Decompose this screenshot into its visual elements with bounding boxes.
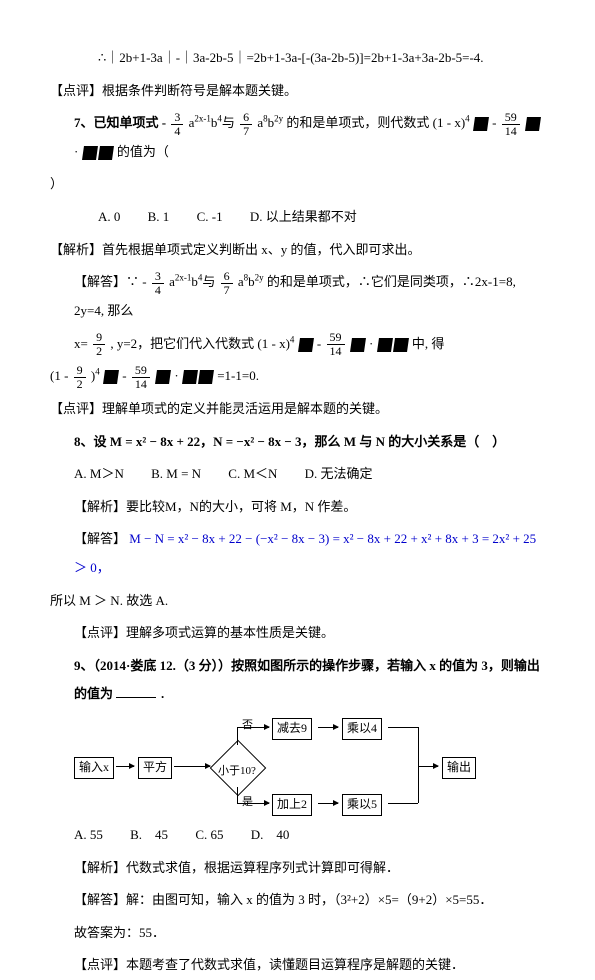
analysis-8: 【解析】要比较M，N的大小，可将 M，N 作差。: [50, 493, 545, 522]
line: [237, 787, 238, 803]
flow-square: 平方: [138, 757, 172, 779]
question-7: 7、已知单项式 - 34 a2x-1b4与 67 a8b2y 的和是单项式，则代…: [50, 109, 545, 166]
arrow: [257, 803, 269, 804]
opt-9a[interactable]: A. 55: [74, 827, 103, 842]
mf3: - 5914: [122, 368, 152, 383]
opt-9c[interactable]: C. 65: [195, 827, 223, 842]
options-8: A. M＞N B. M = N C. M＜N D. 无法确定: [50, 460, 545, 489]
answer-9: 故答案为：55．: [50, 919, 545, 948]
solve-8: 【解答】 M − N = x² − 8x + 22 − (−x² − 8x − …: [50, 525, 545, 582]
opt-7b[interactable]: B. 1: [148, 209, 170, 224]
blot-icon: [155, 370, 171, 384]
options-9: A. 55 B. 45 C. 65 D. 40: [50, 821, 545, 850]
arrow: [318, 727, 338, 728]
frac-6-7b: 67: [221, 270, 233, 297]
line: [418, 727, 419, 803]
solve-8b: 所以 M ＞ N. 故选 A.: [50, 587, 545, 616]
solve-7-line1: 【解答】∵ - 34 a2x-1b4与 67 a8b2y 的和是单项式，∴它们是…: [50, 268, 545, 325]
mf2: - 5914: [317, 336, 347, 351]
opt-9d[interactable]: D. 40: [251, 827, 290, 842]
blot-icon: [298, 338, 314, 352]
frac-3-4: 34: [171, 111, 183, 138]
l12a: 【解答】: [74, 531, 126, 546]
q8-text: 8、设 M = x² − 8x + 22，N = −x² − 8x − 3，那么…: [74, 434, 505, 449]
minus-frac: - 5914: [492, 115, 522, 130]
comment-1: 【点评】根据条件判断符号是解本题关键。: [50, 77, 545, 106]
q7-prefix: 7、已知单项式 -: [74, 115, 169, 130]
analysis-9: 【解析】代数式求值，根据运算程序列式计算即可得解．: [50, 854, 545, 883]
opt-8a[interactable]: A. M＞N: [74, 466, 124, 481]
arrow: [318, 803, 338, 804]
l7a: x=: [74, 336, 88, 351]
q9b: ．: [160, 686, 173, 701]
l8a: (1 -: [50, 368, 72, 383]
blot-icon: [182, 370, 198, 384]
comment-7: 【点评】理解单项式的定义并能灵活运用是解本题的关键。: [50, 395, 545, 424]
flow-add2: 加上2: [272, 794, 312, 816]
analysis-7: 【解析】首先根据单项式定义判断出 x、y 的值，代入即可求出。: [50, 236, 545, 265]
blot-icon: [377, 338, 393, 352]
blot-icon: [82, 146, 98, 160]
q7-paren: ）: [50, 170, 545, 199]
flow-input: 输入x: [74, 757, 114, 779]
q9a: 9、（2014·娄底 12.（3 分））按照如图所示的操作步骤，若输入 x 的值…: [74, 658, 540, 702]
flow-m4: 乘以4: [342, 718, 382, 740]
flow-m5: 乘以5: [342, 794, 382, 816]
flow-output: 输出: [442, 757, 476, 779]
q7-mid: 的和是单项式，则代数式 (1 - x): [286, 115, 465, 130]
blot-icon: [98, 146, 114, 160]
solve-7-line3: (1 - 92 )4 - 5914 · =1-1=0.: [50, 362, 545, 391]
term-b2: a8b2y: [238, 274, 264, 289]
l13: 所以 M ＞ N. 故选 A.: [50, 593, 168, 608]
opt-8b[interactable]: B. M = N: [151, 466, 201, 481]
frac-9-2: 92: [93, 331, 105, 358]
opt-8d[interactable]: D. 无法确定: [305, 466, 373, 481]
l7c: 中, 得: [412, 336, 445, 351]
blot-icon: [198, 370, 214, 384]
comment-8: 【点评】理解多项式运算的基本性质是关键。: [50, 619, 545, 648]
l8c: =1-1=0.: [217, 368, 259, 383]
l6a: 【解答】∵ -: [74, 274, 150, 289]
q7-tail: 的值为（: [117, 144, 169, 159]
blot-icon: [393, 338, 409, 352]
term-a: a2x-1b4与: [189, 115, 235, 130]
solve-7-line2: x= 92 , y=2，把它们代入代数式 (1 - x)4 - 5914 · 中…: [50, 330, 545, 359]
arrow: [116, 766, 134, 767]
solve-9: 【解答】解：由图可知，输入 x 的值为 3 时，（3²+2）×5=（9+2）×5…: [50, 886, 545, 915]
opt-7a[interactable]: A. 0: [98, 209, 120, 224]
opt-7c[interactable]: C. -1: [197, 209, 223, 224]
blot-icon: [350, 338, 366, 352]
flow-sub9: 减去9: [272, 718, 312, 740]
arrow: [257, 727, 269, 728]
arrow: [174, 766, 210, 767]
flow-cond: 小于10?: [212, 742, 262, 792]
frac-6-7: 67: [240, 111, 252, 138]
line: [237, 727, 238, 745]
comment-9: 【点评】本题考查了代数式求值，读懂题目运算程序是解题的关键．: [50, 951, 545, 980]
term-a2: a2x-1b4与: [169, 274, 215, 289]
blot-icon: [103, 370, 119, 384]
term-b: a8b2y: [257, 115, 283, 130]
blot-icon: [473, 117, 489, 131]
l12b: M − N = x² − 8x + 22 − (−x² − 8x − 3) = …: [74, 531, 536, 575]
flowchart: 输入x 平方 小于10? 否 减去9 乘以4 是 加上2 乘以5 输出: [74, 715, 494, 815]
answer-blank[interactable]: [116, 697, 156, 698]
frac-3-4b: 34: [152, 270, 164, 297]
step-result: ∴｜2b+1-3a｜-｜3a-2b-5｜=2b+1-3a-[-(3a-2b-5)…: [50, 44, 545, 73]
opt-7d[interactable]: D. 以上结果都不对: [250, 209, 357, 224]
line: [388, 803, 418, 804]
opt-8c[interactable]: C. M＜N: [228, 466, 277, 481]
cond-text: 小于10?: [212, 759, 262, 783]
lbl-yes: 是: [242, 790, 253, 814]
options-7: A. 0 B. 1 C. -1 D. 以上结果都不对: [50, 203, 545, 232]
question-8: 8、设 M = x² − 8x + 22，N = −x² − 8x − 3，那么…: [50, 428, 545, 457]
lbl-no: 否: [242, 713, 253, 737]
opt-9b[interactable]: B. 45: [130, 827, 168, 842]
line: [388, 727, 418, 728]
frac-9-2b: 92: [74, 364, 86, 391]
blot-icon: [525, 117, 541, 131]
arrow: [418, 766, 438, 767]
question-9: 9、（2014·娄底 12.（3 分））按照如图所示的操作步骤，若输入 x 的值…: [50, 652, 545, 709]
l7b: , y=2，把它们代入代数式 (1 - x): [110, 336, 290, 351]
